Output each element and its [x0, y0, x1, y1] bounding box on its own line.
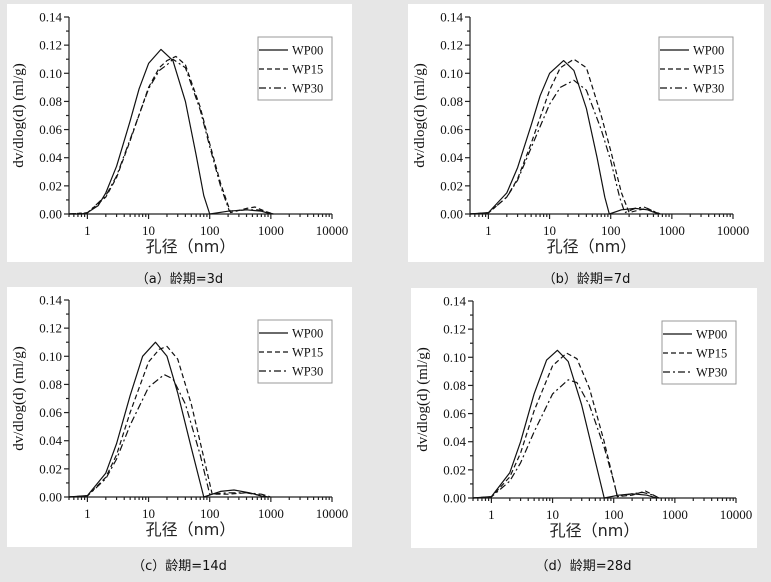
y-tick-label: 0.08: [39, 94, 62, 109]
y-tick-label: 0.10: [440, 66, 463, 81]
series-line-wp30: [68, 374, 272, 498]
y-tick-label: 0.12: [443, 322, 466, 337]
chart-3: 0.00 0.02 0.04 0.06 0.08 0.10 0.12 0.14 1 10 100 10…: [415, 294, 753, 541]
y-tick-label: 0.14: [39, 293, 62, 308]
legend-label: WP00: [696, 328, 727, 342]
x-tick-label: 10000: [316, 506, 349, 521]
panel-d: 0.00 0.02 0.04 0.06 0.08 0.10 0.12 0.14 1 10 100 10…: [411, 288, 757, 548]
x-tick-label: 1000: [258, 223, 284, 238]
y-tick-label: 0.10: [39, 66, 62, 81]
x-tick-label: 1: [485, 223, 492, 238]
axes: [465, 16, 734, 219]
x-axis-label: 孔径（nm）: [146, 237, 236, 256]
y-axis-label: dv/dlog(d) (ml/g): [11, 63, 27, 168]
y-tick-label: 0.02: [443, 462, 466, 477]
y-tick-label: 0.12: [39, 321, 62, 336]
x-tick-label: 100: [601, 223, 621, 238]
legend-label: WP15: [693, 63, 724, 77]
y-tick-label: 0.10: [39, 349, 62, 364]
x-tick-label: 1000: [662, 507, 688, 522]
y-tick-label: 0.14: [440, 10, 463, 25]
y-tick-label: 0.14: [39, 10, 62, 25]
x-tick-label: 10: [142, 223, 155, 238]
y-tick-label: 0.14: [443, 294, 466, 309]
legend-label: WP30: [693, 82, 724, 96]
y-tick-label: 0.12: [39, 38, 62, 53]
y-tick-label: 0.06: [440, 122, 463, 137]
panel-c: 0.00 0.02 0.04 0.06 0.08 0.10 0.12 0.14 1 10 100 10…: [7, 287, 352, 547]
series-line-wp15: [68, 55, 274, 215]
y-tick-label: 0.08: [443, 378, 466, 393]
axes: [64, 16, 333, 219]
y-tick-label: 0.00: [443, 491, 466, 506]
x-tick-label: 1000: [258, 506, 284, 521]
y-tick-label: 0.08: [39, 377, 62, 392]
x-tick-label: 10000: [717, 223, 750, 238]
legend-label: WP00: [292, 44, 323, 58]
y-tick-label: 0.02: [39, 178, 62, 193]
y-tick-label: 0.06: [443, 406, 466, 421]
y-axis-label: dv/dlog(d) (ml/g): [415, 347, 431, 452]
y-tick-label: 0.02: [39, 461, 62, 476]
x-axis-label: 孔径（nm）: [547, 237, 637, 256]
y-tick-label: 0.02: [440, 178, 463, 193]
legend-label: WP30: [696, 366, 727, 380]
series-line-wp00: [68, 341, 266, 498]
legend-label: WP15: [292, 63, 323, 77]
y-tick-label: 0.04: [39, 433, 62, 448]
y-tick-label: 0.10: [443, 350, 466, 365]
caption-d: （d）龄期=28d: [535, 559, 632, 574]
axes: [64, 299, 333, 502]
panel-b: 0.00 0.02 0.04 0.06 0.08 0.10 0.12 0.14 1 10 100 10…: [408, 4, 764, 262]
y-tick-label: 0.06: [39, 405, 62, 420]
x-tick-label: 100: [200, 506, 220, 521]
legend-label: WP00: [292, 327, 323, 341]
x-tick-label: 10: [543, 223, 556, 238]
caption-b: （b）龄期=7d: [542, 272, 631, 287]
x-tick-label: 10000: [316, 223, 349, 238]
y-tick-label: 0.04: [443, 434, 466, 449]
series-line-wp00: [472, 349, 657, 499]
x-tick-label: 100: [200, 223, 220, 238]
x-tick-label: 1000: [659, 223, 685, 238]
caption-c: （c）龄期=14d: [132, 559, 227, 574]
series-line-wp15: [472, 352, 660, 499]
legend-label: WP00: [693, 44, 724, 58]
x-tick-label: 1: [84, 506, 91, 521]
y-axis-label: dv/dlog(d) (ml/g): [412, 63, 428, 168]
chart-2: 0.00 0.02 0.04 0.06 0.08 0.10 0.12 0.14 1 10 100 10…: [11, 293, 349, 540]
y-tick-label: 0.06: [39, 122, 62, 137]
legend-label: WP30: [292, 82, 323, 96]
x-tick-label: 1: [488, 507, 495, 522]
chart-0: 0.00 0.02 0.04 0.06 0.08 0.10 0.12 0.14 1 10 100 10…: [11, 10, 349, 257]
x-tick-label: 100: [604, 507, 624, 522]
series-line-wp15: [68, 345, 269, 498]
y-tick-label: 0.12: [440, 38, 463, 53]
series-line-wp30: [472, 379, 660, 499]
x-axis-label: 孔径（nm）: [550, 521, 640, 540]
y-tick-label: 0.00: [39, 207, 62, 222]
panel-a: 0.00 0.02 0.04 0.06 0.08 0.10 0.12 0.14 1 10 100 10…: [7, 4, 352, 262]
x-tick-label: 10000: [720, 507, 753, 522]
legend-label: WP30: [292, 365, 323, 379]
y-axis-label: dv/dlog(d) (ml/g): [11, 346, 27, 451]
y-tick-label: 0.00: [39, 490, 62, 505]
legend-label: WP15: [696, 347, 727, 361]
series-line-wp30: [68, 58, 274, 215]
y-tick-label: 0.00: [440, 207, 463, 222]
x-tick-label: 10: [546, 507, 559, 522]
x-tick-label: 1: [84, 223, 91, 238]
legend-label: WP15: [292, 346, 323, 360]
series-line-wp00: [469, 60, 659, 215]
x-axis-label: 孔径（nm）: [146, 520, 236, 539]
chart-1: 0.00 0.02 0.04 0.06 0.08 0.10 0.12 0.14 1 10 100 10…: [412, 10, 750, 257]
series-line-wp00: [69, 48, 272, 215]
y-tick-label: 0.04: [440, 150, 463, 165]
x-tick-label: 10: [142, 506, 155, 521]
caption-a: （a）龄期=3d: [135, 272, 224, 287]
y-tick-label: 0.04: [39, 150, 62, 165]
series-line-wp30: [469, 79, 661, 215]
series-line-wp15: [469, 58, 663, 215]
y-tick-label: 0.08: [440, 94, 463, 109]
